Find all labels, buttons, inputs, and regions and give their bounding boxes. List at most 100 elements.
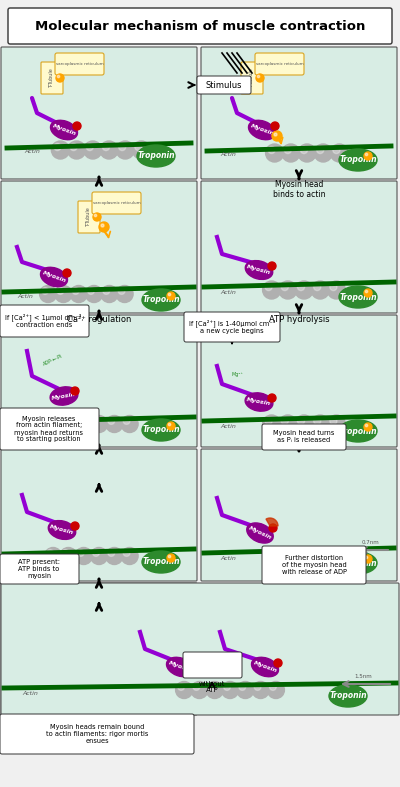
FancyBboxPatch shape	[262, 546, 366, 584]
Circle shape	[256, 74, 264, 82]
FancyBboxPatch shape	[0, 554, 79, 584]
Text: Stimulus: Stimulus	[206, 80, 242, 90]
Ellipse shape	[339, 420, 377, 442]
Circle shape	[311, 547, 329, 565]
Circle shape	[118, 287, 125, 294]
Circle shape	[44, 416, 62, 433]
Text: without
ATP: without ATP	[199, 681, 225, 693]
Circle shape	[252, 682, 269, 699]
FancyBboxPatch shape	[0, 408, 99, 450]
FancyBboxPatch shape	[1, 583, 197, 715]
Circle shape	[123, 418, 130, 424]
Circle shape	[298, 144, 316, 162]
FancyBboxPatch shape	[8, 8, 392, 44]
Circle shape	[208, 684, 215, 690]
Circle shape	[297, 549, 305, 556]
Text: Myosin: Myosin	[252, 660, 278, 674]
Circle shape	[268, 262, 276, 270]
Text: If [Ca²⁺] is 1-40μmol cm⁻³
a new cycle begins: If [Ca²⁺] is 1-40μmol cm⁻³ a new cycle b…	[189, 320, 275, 334]
Circle shape	[365, 556, 368, 559]
Circle shape	[116, 141, 134, 159]
Circle shape	[75, 548, 92, 564]
Text: Myosin: Myosin	[167, 660, 193, 674]
Circle shape	[279, 547, 297, 565]
Circle shape	[92, 418, 100, 424]
Circle shape	[100, 141, 118, 159]
Text: Actin: Actin	[22, 691, 38, 696]
Circle shape	[311, 415, 329, 433]
FancyBboxPatch shape	[1, 47, 197, 179]
Text: Myosin: Myosin	[248, 526, 272, 541]
Text: Mg²⁺: Mg²⁺	[232, 372, 244, 377]
Circle shape	[135, 143, 142, 150]
Circle shape	[270, 684, 276, 690]
Text: Actin: Actin	[220, 424, 236, 429]
Ellipse shape	[245, 260, 273, 279]
FancyBboxPatch shape	[241, 62, 263, 94]
Text: sarcoplasmic reticulum: sarcoplasmic reticulum	[256, 62, 304, 66]
Circle shape	[364, 555, 372, 563]
Circle shape	[271, 122, 279, 130]
Circle shape	[40, 286, 57, 302]
Circle shape	[314, 283, 321, 290]
Text: Troponin: Troponin	[329, 692, 367, 700]
FancyBboxPatch shape	[201, 449, 397, 581]
Circle shape	[365, 290, 368, 293]
Ellipse shape	[142, 289, 180, 311]
Circle shape	[314, 549, 321, 556]
Ellipse shape	[48, 520, 76, 539]
FancyBboxPatch shape	[197, 76, 251, 94]
Circle shape	[94, 214, 97, 216]
Circle shape	[86, 143, 93, 150]
Circle shape	[123, 549, 130, 556]
Circle shape	[365, 153, 368, 156]
Circle shape	[263, 281, 281, 299]
Circle shape	[60, 416, 77, 433]
Text: Further distortion
of the myosin head
with release of ADP: Further distortion of the myosin head wi…	[282, 555, 346, 575]
Circle shape	[267, 682, 284, 699]
Circle shape	[116, 286, 133, 302]
FancyBboxPatch shape	[201, 315, 397, 447]
Circle shape	[101, 286, 118, 302]
Circle shape	[168, 423, 171, 426]
Circle shape	[274, 133, 277, 136]
FancyBboxPatch shape	[0, 305, 89, 337]
Text: ATP present:
ATP binds to
myosin: ATP present: ATP binds to myosin	[18, 559, 60, 579]
Circle shape	[167, 554, 175, 562]
Circle shape	[55, 286, 72, 302]
FancyBboxPatch shape	[0, 714, 194, 754]
Circle shape	[54, 143, 61, 150]
Circle shape	[178, 684, 184, 690]
Circle shape	[47, 549, 54, 556]
Ellipse shape	[166, 657, 194, 677]
Circle shape	[263, 415, 281, 433]
Circle shape	[254, 684, 261, 690]
Text: Ca²⁺ regulation: Ca²⁺ regulation	[67, 315, 131, 324]
Text: Myosin: Myosin	[49, 524, 75, 536]
Circle shape	[93, 213, 101, 221]
Ellipse shape	[50, 120, 78, 140]
Circle shape	[279, 281, 297, 299]
Text: Actin: Actin	[17, 557, 33, 562]
Circle shape	[63, 269, 71, 277]
Circle shape	[106, 416, 123, 433]
Circle shape	[364, 289, 372, 297]
Circle shape	[297, 283, 305, 290]
Circle shape	[257, 76, 260, 78]
Circle shape	[42, 287, 48, 294]
Circle shape	[314, 144, 332, 162]
Circle shape	[266, 144, 284, 162]
Circle shape	[101, 224, 104, 227]
Circle shape	[330, 144, 348, 162]
Ellipse shape	[339, 552, 377, 574]
FancyBboxPatch shape	[55, 53, 104, 75]
Circle shape	[119, 143, 126, 150]
Text: Troponin: Troponin	[339, 293, 377, 301]
Text: Troponin: Troponin	[339, 559, 377, 567]
Text: Myosin: Myosin	[51, 391, 77, 401]
Circle shape	[265, 283, 272, 290]
Circle shape	[272, 131, 282, 141]
Ellipse shape	[339, 286, 377, 308]
Circle shape	[60, 548, 77, 564]
Circle shape	[282, 144, 300, 162]
